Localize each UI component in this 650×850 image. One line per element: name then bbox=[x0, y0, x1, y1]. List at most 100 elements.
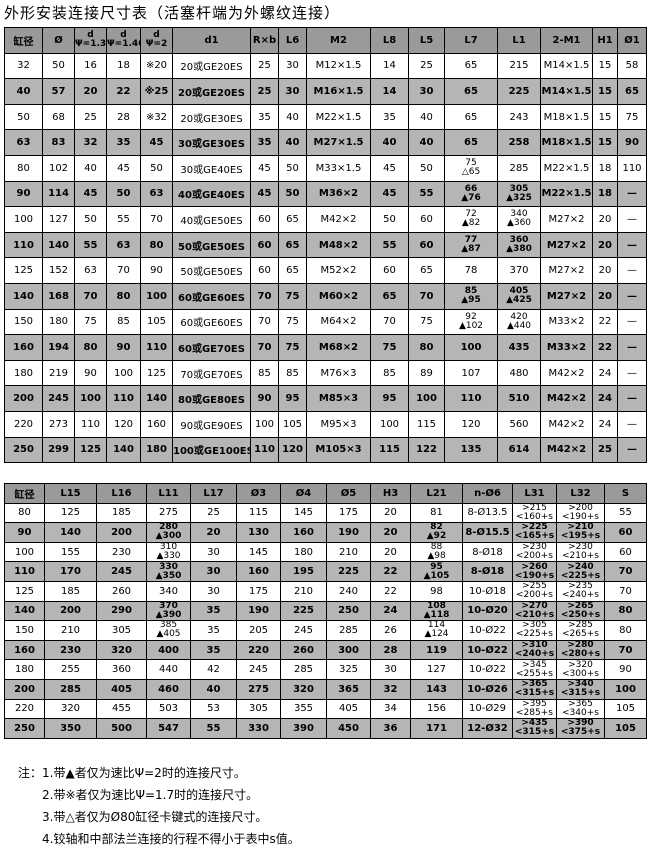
data-cell: 20 bbox=[370, 541, 411, 563]
data-cell: 245 bbox=[280, 620, 327, 641]
data-cell: 135 bbox=[444, 436, 498, 464]
data-cell: 180 bbox=[4, 659, 45, 680]
dimension-table: 缸径ØdΨ=1.33dΨ=1.46dΨ=2d1R×bL6M2L8L5L7L12-… bbox=[4, 27, 647, 464]
note-item: 3.带△者仅为Ø80缸径卡键式的连接尺寸。 bbox=[42, 810, 268, 824]
data-cell: 405 bbox=[96, 678, 147, 700]
data-cell: 40 bbox=[4, 78, 43, 105]
cell-line: Ψ=1.33 bbox=[75, 39, 107, 50]
data-cell: 45 bbox=[140, 129, 173, 156]
data-cell: 171 bbox=[410, 718, 463, 739]
cell-line: d bbox=[153, 30, 160, 41]
data-cell: M42×2 bbox=[540, 410, 593, 438]
cell-line: 82 bbox=[430, 522, 443, 533]
data-cell: M14×1.5 bbox=[540, 78, 593, 105]
data-cell: 15 bbox=[592, 78, 618, 105]
data-cell: 100 bbox=[74, 385, 107, 412]
data-cell: M60×2 bbox=[306, 282, 371, 310]
data-cell: 114 bbox=[42, 180, 75, 208]
cell-line: 340 bbox=[510, 209, 528, 220]
data-cell: 195 bbox=[280, 561, 327, 582]
data-cell: 8-Ø18 bbox=[462, 561, 513, 582]
data-cell: >305 <225+s bbox=[512, 620, 557, 641]
data-cell: 70 bbox=[140, 206, 173, 233]
data-cell: 115 bbox=[408, 410, 445, 438]
data-cell: 285 bbox=[326, 620, 371, 641]
data-cell: 53 bbox=[190, 698, 237, 720]
data-cell: 280 ▲300 bbox=[146, 522, 191, 543]
cell-line: <240+s bbox=[514, 649, 555, 660]
data-row: 125 185 260 340 30 175 210 240 22 98 10-Ø18 >255 <20… bbox=[4, 580, 647, 602]
data-cell: >320 <300+s bbox=[556, 659, 605, 680]
data-cell: 243 bbox=[497, 103, 541, 131]
data-cell: 108 ▲118 bbox=[410, 600, 463, 622]
data-row: 150 210 305 385 ▲405 35 205 245 285 26 114 ▲124 10-Ø… bbox=[4, 620, 647, 641]
data-cell: 140 bbox=[44, 522, 97, 543]
cell-line: <315+s bbox=[514, 688, 555, 699]
data-cell: 95 bbox=[278, 385, 307, 412]
data-cell: 20或GE30ES bbox=[172, 103, 251, 131]
data-cell: 30 bbox=[278, 52, 307, 80]
data-cell: 40 bbox=[74, 154, 107, 182]
header-row: 缸径 L15 L16 L11 L17 Ø3 Ø4 Ø5 H3 L21 n-Ø6 L31 L32 S bbox=[4, 483, 647, 504]
data-cell: 275 bbox=[236, 678, 281, 700]
data-cell: 258 bbox=[497, 129, 541, 156]
data-row: 32 50 16 18 ※20 20或GE20ES 25 30 M12×1.5 14 25 65 215… bbox=[4, 52, 647, 80]
cell-line: ▲425 bbox=[506, 295, 532, 306]
data-cell: M18×1.5 bbox=[540, 129, 593, 156]
data-cell: 100 bbox=[604, 678, 647, 700]
data-cell: >235 <240+s bbox=[556, 580, 605, 602]
data-cell: 140 bbox=[106, 436, 141, 464]
cell-line: 330 bbox=[159, 561, 178, 572]
data-cell: M22×1.5 bbox=[540, 180, 593, 208]
data-cell: 500 bbox=[96, 718, 147, 739]
data-cell: 10-Ø18 bbox=[462, 580, 513, 602]
data-cell: 510 bbox=[497, 385, 541, 412]
data-cell: 77 ▲87 bbox=[444, 231, 498, 259]
data-cell: 75 △65 bbox=[444, 154, 498, 182]
data-row: 40 57 20 22 ※25 20或GE20ES 25 30 M16×1.5 14 30 65 225… bbox=[4, 78, 647, 105]
data-cell: 90 bbox=[140, 257, 173, 284]
data-cell: 370 bbox=[497, 257, 541, 284]
header-cell: 缸径 bbox=[4, 483, 45, 504]
header-cell: L21 bbox=[410, 483, 463, 504]
data-cell: 285 bbox=[497, 154, 541, 182]
data-cell: 250 bbox=[4, 718, 45, 739]
data-cell: M68×2 bbox=[306, 334, 371, 361]
data-cell: 273 bbox=[42, 410, 75, 438]
data-cell: 92 ▲102 bbox=[444, 308, 498, 336]
data-cell: 15 bbox=[592, 103, 618, 131]
data-cell: 30 bbox=[278, 78, 307, 105]
data-cell: >365 <315+s bbox=[512, 678, 557, 700]
cell-line: ▲325 bbox=[506, 192, 532, 203]
data-cell: 230 bbox=[44, 639, 97, 661]
data-cell: M27×1.5 bbox=[306, 129, 371, 156]
data-cell: 405 bbox=[326, 698, 371, 720]
data-cell: 127 bbox=[410, 659, 463, 680]
cell-line: <265+s bbox=[562, 629, 599, 640]
data-cell: 75 bbox=[278, 334, 307, 361]
data-cell: 140 bbox=[42, 231, 75, 259]
data-cell: 20 bbox=[370, 502, 411, 524]
data-cell: 45 bbox=[370, 180, 409, 208]
data-cell: 60 bbox=[604, 541, 647, 563]
data-cell: 100 bbox=[250, 410, 279, 438]
data-cell: 325 bbox=[326, 659, 371, 680]
data-cell: 35 bbox=[190, 600, 237, 622]
data-cell: 210 bbox=[326, 541, 371, 563]
data-cell: 250 bbox=[4, 436, 43, 464]
data-cell: 90 bbox=[106, 334, 141, 361]
data-cell: 80 bbox=[4, 502, 45, 524]
data-cell: 20 bbox=[592, 206, 618, 233]
data-row: 63 83 32 35 45 30或GE30ES 35 40 M27×1.5 40 40 65 258 M… bbox=[4, 129, 647, 156]
header-cell: d Ψ=2 bbox=[140, 27, 173, 54]
cell-line: 108 bbox=[427, 601, 446, 611]
data-cell: >345 <255+s bbox=[512, 659, 557, 680]
data-cell: ※32 bbox=[140, 103, 173, 131]
data-cell: 63 bbox=[140, 180, 173, 208]
data-cell: 355 bbox=[280, 698, 327, 720]
data-cell: M42×2 bbox=[306, 206, 371, 233]
data-cell: 20 bbox=[190, 522, 237, 543]
data-cell: 30 bbox=[370, 659, 411, 680]
header-cell: Ø5 bbox=[326, 483, 371, 504]
data-cell: 25 bbox=[250, 78, 279, 105]
